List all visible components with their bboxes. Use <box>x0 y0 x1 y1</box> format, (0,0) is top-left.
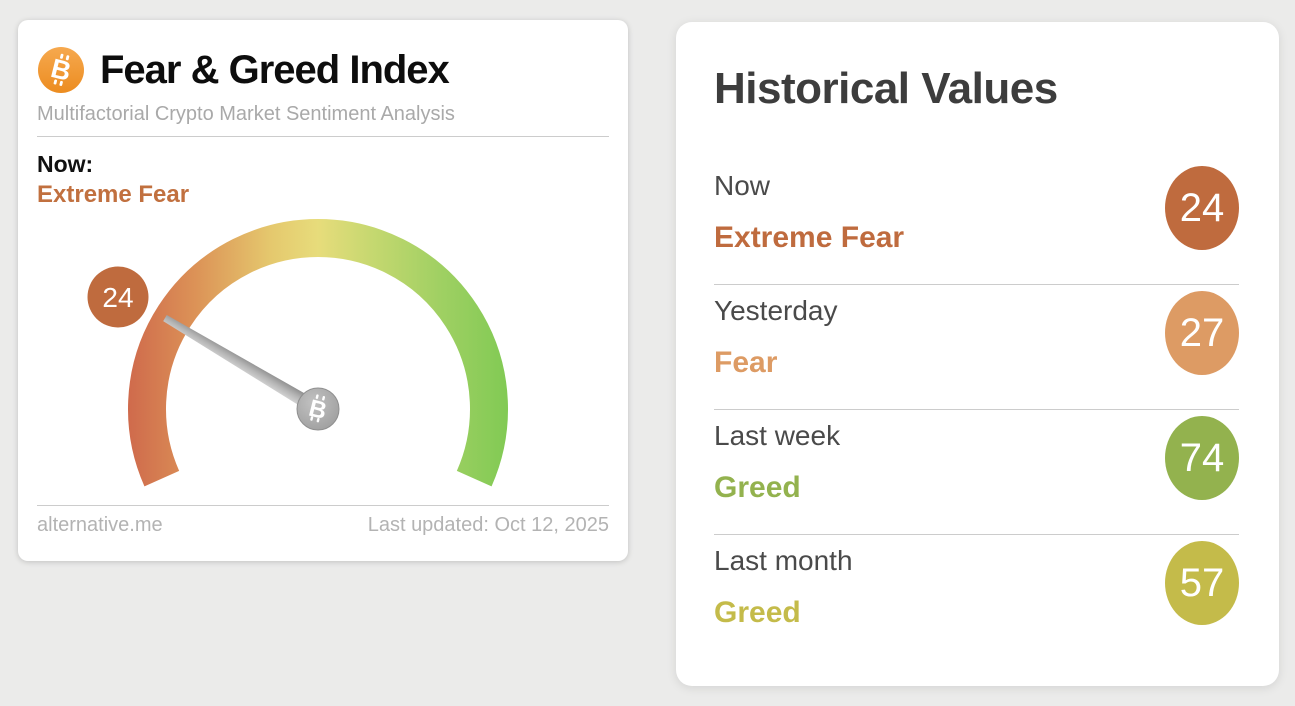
last-updated-text: Last updated: Oct 12, 2025 <box>367 514 609 536</box>
subtitle: Multifactorial Crypto Market Sentiment A… <box>37 103 455 125</box>
historical-value-badge: 27 <box>1165 291 1239 375</box>
row-period-label: Last month <box>714 545 853 576</box>
historical-row-last-month: Last month Greed 57 <box>714 535 1239 659</box>
gauge-card-footer: alternative.me Last updated: Oct 12, 202… <box>37 514 609 537</box>
alternative-me-link[interactable]: alternative.me <box>37 514 163 536</box>
row-classification: Greed <box>714 471 801 504</box>
row-classification: Extreme Fear <box>714 221 905 254</box>
historical-value-badge: 57 <box>1165 541 1239 625</box>
gauge-arc <box>128 219 508 487</box>
header-divider <box>37 136 609 137</box>
page-title: Fear & Greed Index <box>100 47 450 92</box>
row-classification: Greed <box>714 596 801 629</box>
historical-rows: Now Extreme Fear 24 Yesterday Fear 27 La… <box>714 160 1239 659</box>
footer-divider <box>37 505 609 506</box>
row-classification: Fear <box>714 346 778 379</box>
now-classification: Extreme Fear <box>37 181 190 208</box>
row-period-label: Last week <box>714 420 841 451</box>
gauge-value-badge: 24 <box>87 266 149 328</box>
row-period-label: Yesterday <box>714 295 838 326</box>
historical-value-badge: 74 <box>1165 416 1239 500</box>
historical-row-now: Now Extreme Fear 24 <box>714 160 1239 285</box>
historical-values-card: Historical Values Now Extreme Fear 24 Ye… <box>676 22 1279 686</box>
gauge-hub-bitcoin-icon: B <box>296 387 340 431</box>
gauge-needle <box>163 315 322 416</box>
gauge-card-header: B Fear & Greed Index <box>37 46 609 94</box>
historical-value-badge: 24 <box>1165 166 1239 250</box>
gauge-chart: B 24 <box>87 219 508 487</box>
bitcoin-logo-icon: B <box>38 47 84 93</box>
now-label: Now: <box>37 151 94 177</box>
gauge-value-text: 24 <box>102 282 133 313</box>
row-period-label: Now <box>714 170 771 201</box>
historical-row-last-week: Last week Greed 74 <box>714 410 1239 535</box>
fear-greed-card: B Fear & Greed Index Multifactorial Cryp… <box>18 20 628 561</box>
historical-row-yesterday: Yesterday Fear 27 <box>714 285 1239 410</box>
historical-values-title: Historical Values <box>714 64 1058 113</box>
